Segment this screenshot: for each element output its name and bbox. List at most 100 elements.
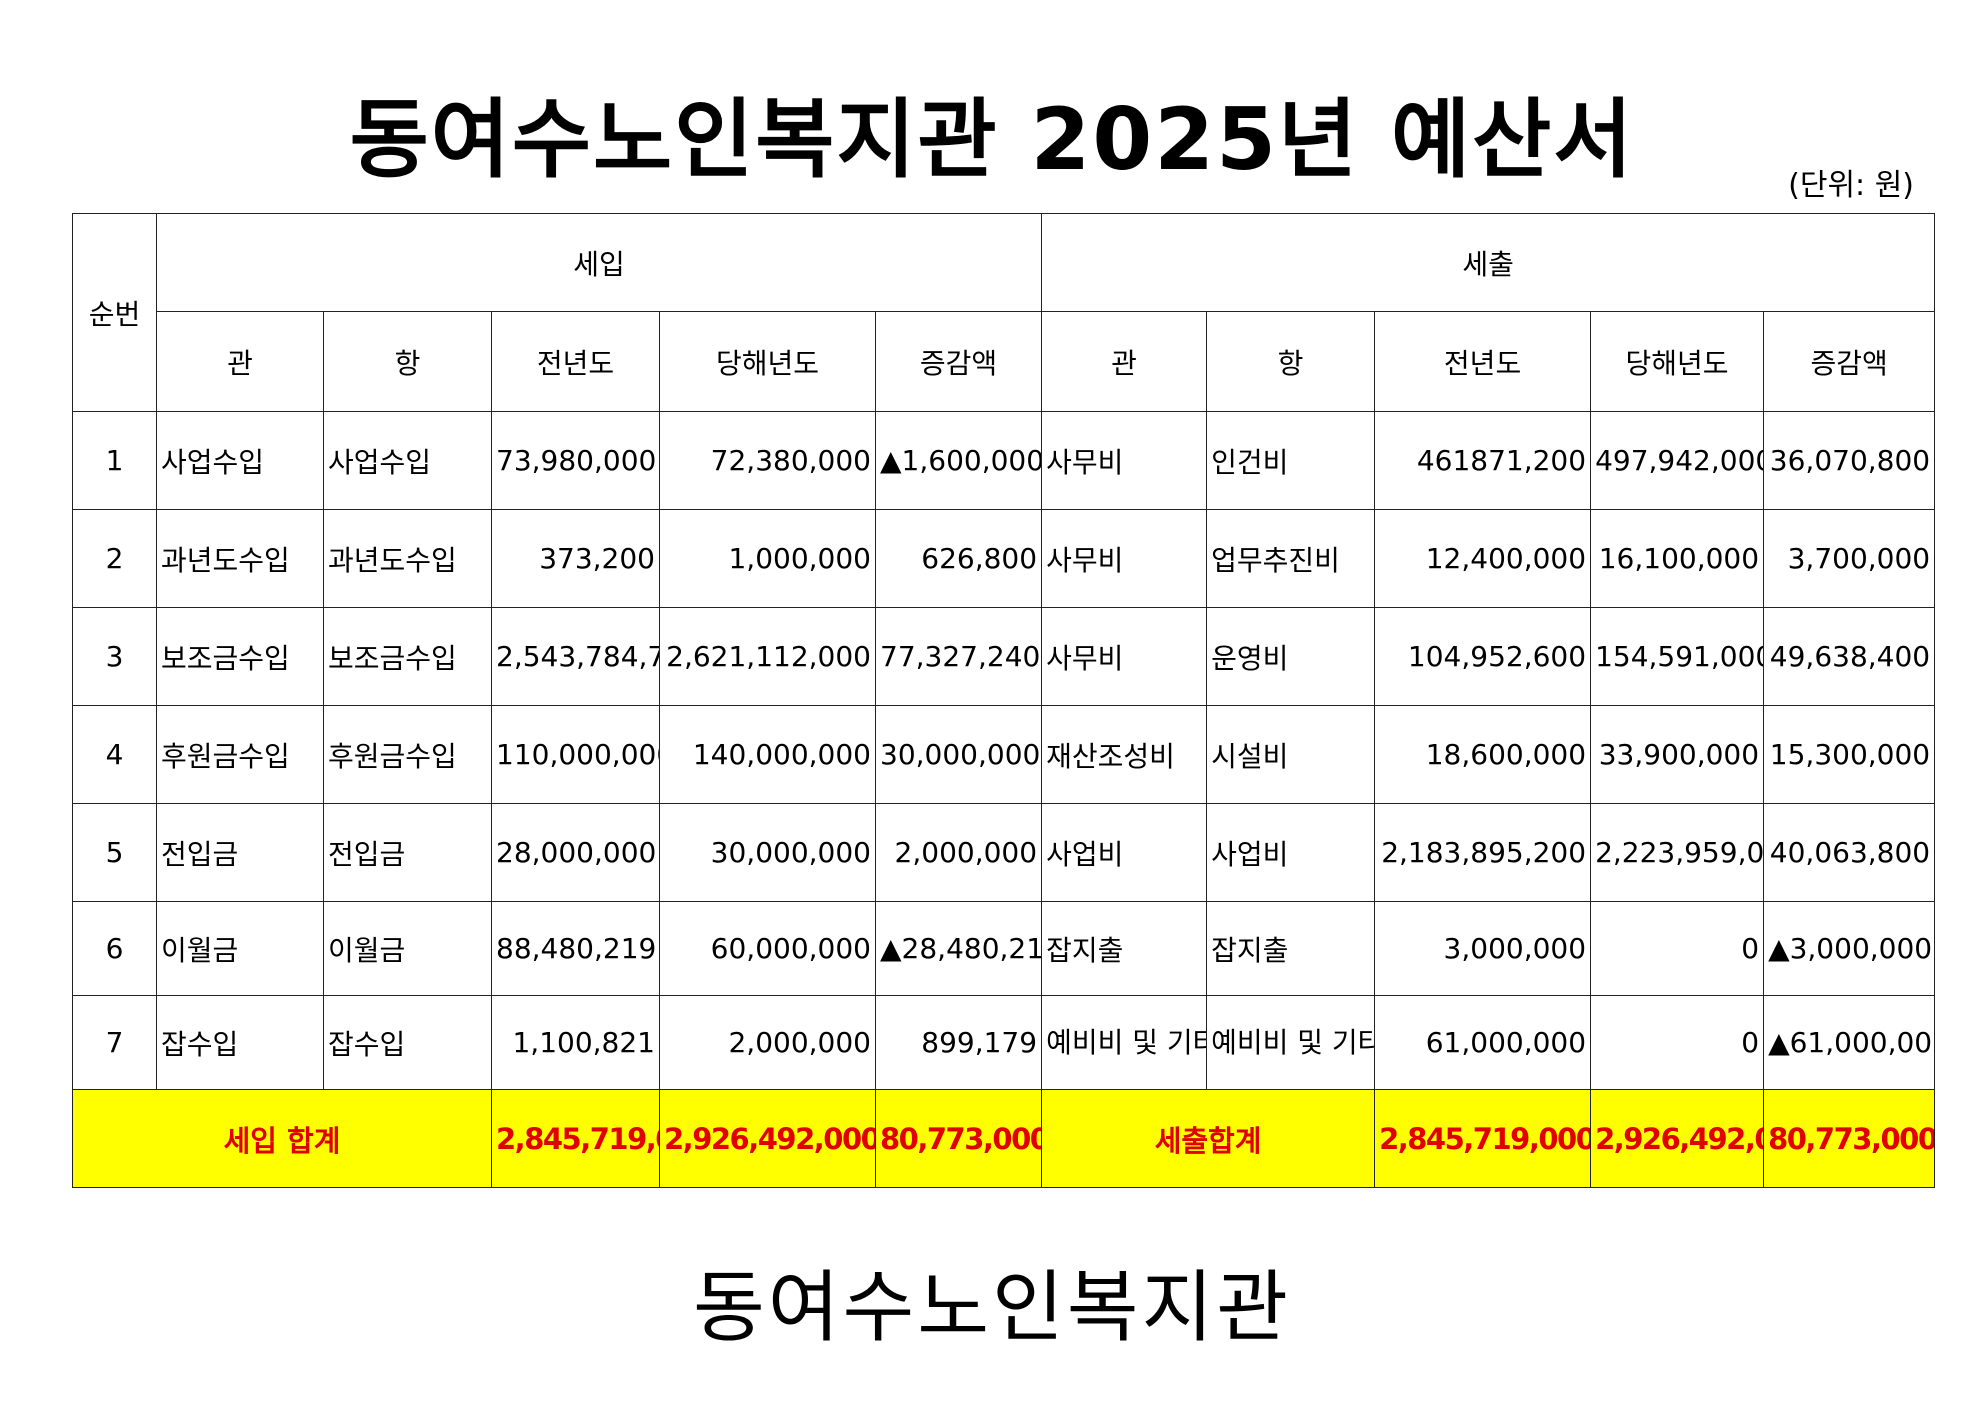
cell-expense-diff: 49,638,400 (1763, 607, 1936, 706)
header-revenue: 세입 (155, 213, 1043, 312)
expense-total-prev: 2,845,719,000 (1374, 1089, 1592, 1188)
table-row: 5 전입금 전입금 28,000,000 30,000,000 2,000,00… (72, 803, 1936, 902)
revenue-total-curr: 2,926,492,000 (659, 1089, 876, 1188)
cell-expense-prev: 3,000,000 (1374, 901, 1592, 996)
cell-expense-curr: 2,223,959,000 (1590, 803, 1765, 902)
cell-revenue-hang: 보조금수입 (323, 607, 492, 706)
cell-expense-curr: 0 (1590, 995, 1765, 1090)
cell-revenue-diff: 626,800 (874, 509, 1043, 608)
cell-no: 7 (72, 995, 157, 1090)
header-expense: 세출 (1041, 213, 1936, 312)
unit-label: (단위: 원) (1788, 168, 1914, 203)
cell-expense-hang: 사업비 (1206, 803, 1376, 902)
cell-revenue-curr: 60,000,000 (659, 901, 876, 996)
header-seq: 순번 (72, 213, 157, 412)
cell-revenue-diff: 30,000,000 (874, 705, 1043, 804)
cell-expense-diff: 40,063,800 (1763, 803, 1936, 902)
cell-expense-curr: 33,900,000 (1590, 705, 1765, 804)
revenue-total-label: 세입 합계 (72, 1089, 492, 1188)
table-row: 4 후원금수입 후원금수입 110,000,000 140,000,000 30… (72, 705, 1936, 804)
cell-expense-hang: 잡지출 (1206, 901, 1376, 996)
cell-expense-prev: 461871,200 (1374, 411, 1592, 510)
cell-expense-curr: 0 (1590, 901, 1765, 996)
totals-row: 세입 합계 2,845,719,000 2,926,492,000 80,773… (72, 1089, 1936, 1188)
cell-expense-diff: ▲61,000,000 (1763, 995, 1936, 1090)
header-revenue-diff: 증감액 (874, 311, 1043, 412)
header-revenue-gwan: 관 (156, 311, 324, 412)
cell-expense-diff: ▲3,000,000 (1763, 901, 1936, 996)
table-row: 3 보조금수입 보조금수입 2,543,784,760 2,621,112,00… (72, 607, 1936, 706)
revenue-total-prev: 2,845,719,000 (491, 1089, 660, 1188)
header-expense-gwan: 관 (1041, 311, 1208, 412)
header-expense-diff: 증감액 (1763, 311, 1936, 412)
cell-expense-hang: 인건비 (1206, 411, 1376, 510)
cell-expense-hang: 시설비 (1206, 705, 1376, 804)
cell-expense-curr: 16,100,000 (1590, 509, 1765, 608)
cell-expense-gwan: 사무비 (1041, 607, 1208, 706)
cell-revenue-diff: ▲28,480,219 (874, 901, 1043, 996)
cell-revenue-diff: ▲1,600,000 (874, 411, 1043, 510)
cell-revenue-gwan: 후원금수입 (156, 705, 324, 804)
cell-revenue-gwan: 잡수입 (156, 995, 324, 1090)
cell-expense-gwan: 재산조성비 (1041, 705, 1208, 804)
cell-expense-hang: 업무추진비 (1206, 509, 1376, 608)
cell-revenue-diff: 77,327,240 (874, 607, 1043, 706)
cell-expense-gwan: 사무비 (1041, 509, 1208, 608)
cell-revenue-hang: 사업수입 (323, 411, 492, 510)
cell-revenue-gwan: 과년도수입 (156, 509, 324, 608)
cell-revenue-curr: 140,000,000 (659, 705, 876, 804)
cell-revenue-prev: 110,000,000 (491, 705, 660, 804)
cell-revenue-prev: 1,100,821 (491, 995, 660, 1090)
cell-revenue-hang: 후원금수입 (323, 705, 492, 804)
cell-revenue-gwan: 보조금수입 (156, 607, 324, 706)
cell-no: 1 (72, 411, 157, 510)
budget-table: 순번 세입 세출 관 항 전년도 당해년도 증감액 관 항 전년도 당해년도 증… (72, 213, 1936, 1188)
table-row: 1 사업수입 사업수입 73,980,000 72,380,000 ▲1,600… (72, 411, 1936, 510)
table-row: 7 잡수입 잡수입 1,100,821 2,000,000 899,179 예비… (72, 995, 1936, 1090)
header-revenue-prev: 전년도 (491, 311, 660, 412)
cell-no: 6 (72, 901, 157, 996)
header-revenue-curr: 당해년도 (659, 311, 876, 412)
cell-revenue-prev: 73,980,000 (491, 411, 660, 510)
table-row: 2 과년도수입 과년도수입 373,200 1,000,000 626,800 … (72, 509, 1936, 608)
cell-no: 2 (72, 509, 157, 608)
cell-expense-diff: 3,700,000 (1763, 509, 1936, 608)
cell-revenue-hang: 이월금 (323, 901, 492, 996)
cell-expense-prev: 12,400,000 (1374, 509, 1592, 608)
header-expense-hang: 항 (1206, 311, 1376, 412)
cell-expense-gwan: 사무비 (1041, 411, 1208, 510)
cell-revenue-prev: 28,000,000 (491, 803, 660, 902)
cell-expense-prev: 104,952,600 (1374, 607, 1592, 706)
cell-expense-hang: 운영비 (1206, 607, 1376, 706)
cell-no: 5 (72, 803, 157, 902)
cell-revenue-curr: 1,000,000 (659, 509, 876, 608)
cell-revenue-hang: 전입금 (323, 803, 492, 902)
cell-expense-diff: 36,070,800 (1763, 411, 1936, 510)
revenue-total-diff: 80,773,000 (874, 1089, 1043, 1188)
cell-no: 3 (72, 607, 157, 706)
cell-expense-prev: 2,183,895,200 (1374, 803, 1592, 902)
cell-revenue-curr: 72,380,000 (659, 411, 876, 510)
cell-revenue-curr: 30,000,000 (659, 803, 876, 902)
cell-revenue-prev: 88,480,219 (491, 901, 660, 996)
table-row: 6 이월금 이월금 88,480,219 60,000,000 ▲28,480,… (72, 901, 1936, 996)
cell-revenue-prev: 2,543,784,760 (491, 607, 660, 706)
cell-revenue-curr: 2,621,112,000 (659, 607, 876, 706)
cell-expense-hang: 예비비 및 기타 (1206, 995, 1376, 1090)
cell-revenue-curr: 2,000,000 (659, 995, 876, 1090)
cell-expense-curr: 497,942,000 (1590, 411, 1765, 510)
cell-revenue-diff: 2,000,000 (874, 803, 1043, 902)
cell-revenue-diff: 899,179 (874, 995, 1043, 1090)
expense-total-curr: 2,926,492,000 (1590, 1089, 1765, 1188)
header-expense-prev: 전년도 (1374, 311, 1592, 412)
cell-expense-prev: 61,000,000 (1374, 995, 1592, 1090)
cell-revenue-gwan: 이월금 (156, 901, 324, 996)
cell-revenue-gwan: 사업수입 (156, 411, 324, 510)
footer-organization: 동여수노인복지관 (692, 1263, 1292, 1353)
cell-expense-gwan: 예비비 및 기타 (1041, 995, 1208, 1090)
cell-no: 4 (72, 705, 157, 804)
cell-revenue-prev: 373,200 (491, 509, 660, 608)
cell-revenue-hang: 잡수입 (323, 995, 492, 1090)
cell-expense-diff: 15,300,000 (1763, 705, 1936, 804)
cell-expense-curr: 154,591,000 (1590, 607, 1765, 706)
